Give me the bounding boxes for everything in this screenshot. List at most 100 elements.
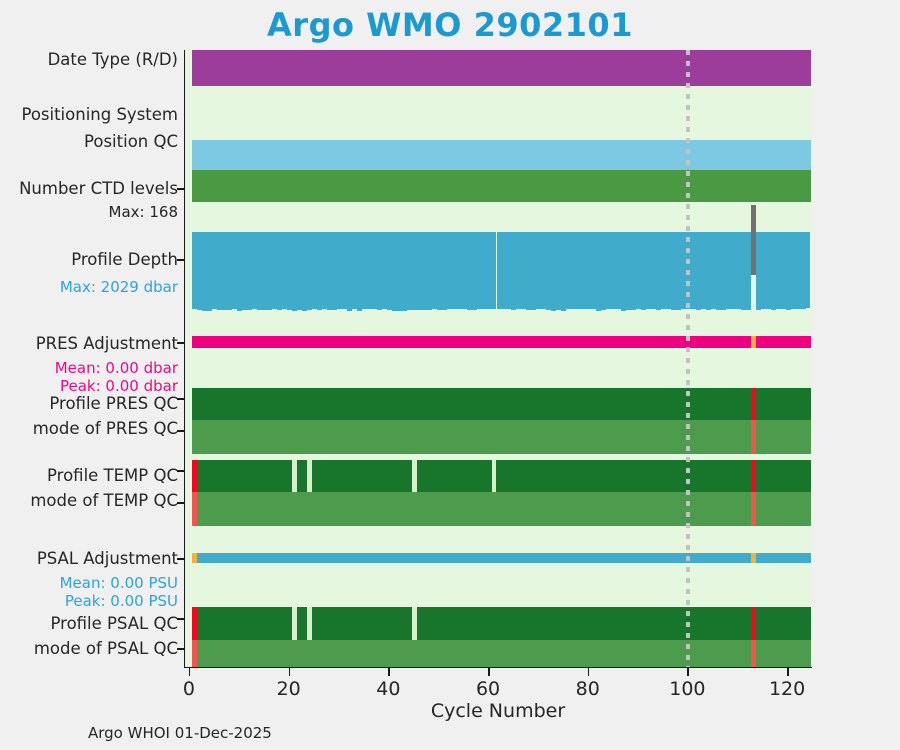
- ytick-profile-psal-qc: [177, 618, 184, 620]
- profile-depth-bar: [636, 232, 642, 310]
- xticklabel-100: 100: [669, 678, 706, 700]
- profile-depth-bar: [551, 232, 557, 311]
- xticklabel-80: 80: [575, 678, 600, 700]
- profile-depth-bar: [541, 232, 547, 309]
- qc-bad: [750, 492, 756, 526]
- xtick-40: [388, 668, 390, 676]
- segment-mode-psal-qc: [192, 640, 811, 667]
- profile-depth-bar: [481, 232, 487, 310]
- adjustment-flag: [192, 553, 198, 563]
- xticklabel-120: 120: [768, 678, 806, 700]
- xtick-100: [687, 668, 689, 676]
- profile-depth-bar: [376, 232, 382, 311]
- ytick-mode-pres-qc: [177, 430, 184, 432]
- adjustment-flag: [750, 553, 756, 563]
- profile-depth-bar: [421, 232, 427, 311]
- profile-depth-bar: [277, 232, 283, 310]
- qc-gap: [307, 460, 313, 492]
- profile-depth-bar: [247, 232, 253, 310]
- profile-depth-bar: [342, 232, 347, 309]
- profile-depth-bar: [521, 232, 527, 309]
- profile-depth-bar: [307, 232, 313, 310]
- profile-depth-bar: [267, 232, 273, 311]
- row-label-pres-adjustment-mean: Mean: 0.00 dbar: [54, 359, 178, 377]
- row-label-pres-adjustment-peak: Peak: 0.00 dbar: [59, 377, 178, 395]
- profile-depth-bar: [451, 232, 457, 310]
- qc-bad: [750, 460, 756, 492]
- profile-depth-bar: [641, 232, 647, 310]
- profile-depth-bar: [317, 232, 323, 310]
- adjustment-flag: [750, 336, 756, 348]
- profile-depth-bar: [526, 232, 532, 310]
- profile-depth-bar: [242, 232, 248, 310]
- segment-profile-psal-qc: [192, 607, 811, 640]
- qc-bad: [750, 420, 756, 454]
- segment-mode-pres-qc: [192, 420, 811, 454]
- profile-depth-bar: [282, 232, 288, 309]
- profile-depth-bar: [735, 232, 741, 310]
- profile-depth-bar: [431, 232, 437, 310]
- segment-profile-pres-qc: [192, 388, 811, 420]
- ytick-profile-depth: [177, 259, 184, 261]
- profile-depth-bar: [670, 232, 676, 310]
- row-label-mode-pres-qc: mode of PRES QC: [32, 419, 178, 438]
- profile-depth-bar: [571, 232, 577, 309]
- profile-depth-bar: [730, 232, 736, 309]
- row-label-psal-adjustment-peak: Peak: 0.00 PSU: [64, 592, 178, 610]
- profile-depth-bar: [596, 232, 602, 311]
- profile-depth-bar: [516, 232, 522, 309]
- footer-credit: Argo WHOI 01-Dec-2025: [88, 724, 272, 742]
- profile-depth-bar: [456, 232, 462, 309]
- profile-depth-bar: [531, 232, 537, 311]
- profile-depth-bar: [361, 232, 367, 310]
- profile-depth-bar: [501, 232, 507, 310]
- profile-depth-bar: [651, 232, 656, 309]
- profile-depth-bar: [446, 232, 452, 309]
- row-label-mode-temp-qc: mode of TEMP QC: [30, 491, 178, 510]
- page-title: Argo WMO 2902101: [267, 6, 633, 44]
- profile-depth-bar: [237, 232, 243, 311]
- profile-depth-bar: [366, 232, 372, 309]
- plot-area: [184, 50, 812, 668]
- profile-depth-bar: [327, 232, 333, 310]
- ytick-profile-pres-qc: [177, 398, 184, 400]
- profile-depth-bar: [332, 232, 337, 311]
- profile-depth-bar: [312, 232, 318, 310]
- profile-depth-bar: [262, 232, 268, 310]
- profile-depth-bar: [745, 232, 751, 310]
- ytick-ctd-levels: [177, 188, 184, 190]
- ytick-profile-temp-qc: [177, 470, 184, 472]
- qc-gap: [307, 607, 313, 640]
- profile-depth-bar: [406, 232, 412, 311]
- profile-depth-bar: [461, 232, 467, 310]
- profile-depth-bar: [491, 232, 497, 310]
- profile-depth-bar: [536, 232, 542, 310]
- profile-depth-bar: [660, 232, 666, 309]
- profile-depth-bar: [695, 232, 701, 310]
- qc-bad: [750, 607, 756, 640]
- profile-depth-bar: [371, 232, 377, 310]
- qc-bad: [750, 640, 756, 667]
- profile-depth-bar: [496, 232, 502, 310]
- profile-depth-bar: [601, 232, 607, 310]
- segment-psal-adjustment: [192, 553, 811, 563]
- segment-date-type: [192, 50, 811, 86]
- profile-depth-bar: [257, 232, 263, 310]
- profile-depth-bar: [426, 232, 432, 310]
- profile-depth-bar: [227, 232, 233, 311]
- profile-depth-bar: [775, 232, 781, 309]
- profile-depth-bar: [322, 232, 328, 309]
- x-axis-title: Cycle Number: [430, 700, 566, 722]
- profile-depth-bar: [416, 232, 422, 310]
- ytick-mode-psal-qc: [177, 648, 184, 650]
- profile-depth-bar: [755, 232, 761, 311]
- profile-depth-bar: [486, 232, 492, 309]
- xtick-60: [488, 668, 490, 676]
- profile-depth-bar: [381, 232, 387, 309]
- profile-depth-bar: [710, 232, 716, 309]
- xticklabel-20: 20: [276, 678, 301, 700]
- profile-depth-bar: [765, 232, 771, 309]
- profile-depth-bar: [337, 232, 342, 309]
- xtick-80: [587, 668, 590, 676]
- cycle-guide-line: [686, 50, 691, 667]
